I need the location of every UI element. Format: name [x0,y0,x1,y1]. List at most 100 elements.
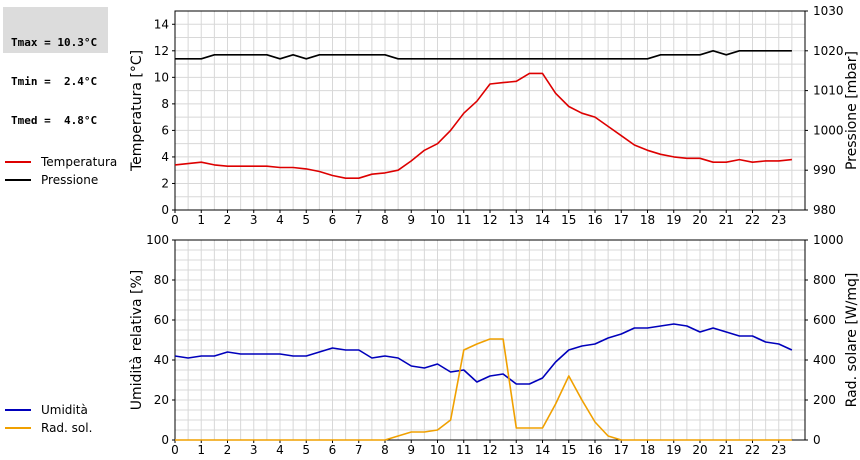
legend-item-pressione: Pressione [5,171,117,189]
legend-label-temperatura: Temperatura [41,155,118,169]
x-tick-label: 3 [250,443,258,457]
y-right-tick-label: 800 [813,273,836,287]
y-right-tick-label: 200 [813,393,836,407]
legend-swatch [5,427,31,429]
y-right-tick-label: 1030 [813,4,844,18]
x-tick-label: 19 [666,213,681,227]
y-left-tick-label: 20 [154,393,169,407]
x-tick-label: 9 [407,213,415,227]
y-left-tick-label: 40 [154,353,169,367]
y-left-tick-label: 2 [161,176,169,190]
y-right-tick-label: 1020 [813,44,844,58]
y-left-tick-label: 10 [154,70,169,84]
series-line-temperatura [174,72,792,179]
y-right-tick-label: 990 [813,163,836,177]
x-tick-label: 23 [771,213,786,227]
y-right-tick-label: 600 [813,313,836,327]
x-tick-label: 16 [587,213,602,227]
legend-swatch-temperatura [5,161,31,163]
y-right-axis-label: Pressione [mbar] [844,51,860,170]
x-tick-label: 4 [276,443,284,457]
y-right-tick-label: 1010 [813,84,844,98]
legend-item-rad-sol: Rad. sol. [5,419,92,437]
legend-label: Umidità [41,403,88,417]
y-right-axis-label: Rad. solare [W/mq] [844,273,860,408]
series-line-pressione [175,49,792,60]
x-tick-label: 13 [509,213,524,227]
x-tick-label: 1 [197,213,205,227]
x-tick-label: 1 [197,443,205,457]
y-left-axis-label: Umidità relativa [%] [129,270,145,411]
x-tick-label: 9 [407,443,415,457]
y-left-tick-label: 0 [161,433,169,447]
x-tick-label: 22 [745,213,760,227]
y-left-tick-label: 4 [161,150,169,164]
tmed-stat: Tmed = 4.8°C [11,114,98,127]
legend-label: Rad. sol. [41,421,93,435]
y-right-tick-label: 0 [813,433,821,447]
x-tick-label: 20 [692,213,707,227]
legend-item-umidita: Umidità [5,401,92,419]
x-tick-label: 8 [381,443,389,457]
x-tick-label: 19 [666,443,681,457]
legend-bottom-items: Umidità Rad. sol. [5,401,92,437]
x-tick-label: 18 [640,213,655,227]
x-tick-label: 7 [355,443,363,457]
y-left-tick-label: 80 [154,273,169,287]
legend-swatch [5,409,31,411]
x-tick-label: 10 [430,443,445,457]
y-left-tick-label: 8 [161,97,169,111]
x-tick-label: 5 [302,213,310,227]
x-tick-label: 21 [719,213,734,227]
x-tick-label: 14 [535,213,550,227]
x-tick-label: 10 [430,213,445,227]
x-tick-label: 5 [302,443,310,457]
x-tick-label: 12 [482,213,497,227]
x-tick-label: 12 [482,443,497,457]
x-tick-label: 17 [614,443,629,457]
x-tick-label: 0 [171,443,179,457]
x-tick-label: 7 [355,213,363,227]
x-tick-label: 0 [171,213,179,227]
x-tick-label: 11 [456,213,471,227]
y-right-tick-label: 980 [813,203,836,217]
series-line-umidita [174,323,793,385]
y-right-tick-label: 1000 [813,123,844,137]
x-tick-label: 17 [614,213,629,227]
y-left-tick-label: 60 [154,313,169,327]
x-tick-label: 21 [719,443,734,457]
legend-top: Temperatura Pressione [5,153,117,189]
x-tick-label: 18 [640,443,655,457]
y-left-tick-label: 12 [154,44,169,58]
x-tick-label: 14 [535,443,550,457]
y-right-tick-label: 1000 [813,233,844,247]
x-tick-label: 22 [745,443,760,457]
legend-swatch-pressione [5,179,31,181]
legend-label-pressione: Pressione [41,173,99,187]
x-tick-label: 2 [224,443,232,457]
x-tick-label: 11 [456,443,471,457]
x-tick-label: 4 [276,213,284,227]
y-left-tick-label: 100 [146,233,169,247]
x-tick-label: 15 [561,213,576,227]
stats-box: Tmax = 10.3°C Tmin = 2.4°C Tmed = 4.8°C [3,7,108,127]
x-tick-label: 8 [381,213,389,227]
tmin-stat: Tmin = 2.4°C [11,75,98,88]
x-tick-label: 6 [329,443,337,457]
y-left-tick-label: 0 [161,203,169,217]
series-line-rad-sol [175,338,792,441]
x-tick-label: 16 [587,443,602,457]
x-tick-label: 15 [561,443,576,457]
y-left-tick-label: 14 [154,17,169,31]
y-left-axis-label: Temperatura [°C] [129,50,145,172]
x-tick-label: 13 [509,443,524,457]
tmax-stat: Tmax = 10.3°C [11,36,98,49]
x-tick-label: 2 [224,213,232,227]
legend-item-temperatura: Temperatura [5,153,117,171]
x-tick-label: 6 [329,213,337,227]
x-tick-label: 23 [771,443,786,457]
x-tick-label: 3 [250,213,258,227]
y-left-tick-label: 6 [161,123,169,137]
x-tick-label: 20 [692,443,707,457]
